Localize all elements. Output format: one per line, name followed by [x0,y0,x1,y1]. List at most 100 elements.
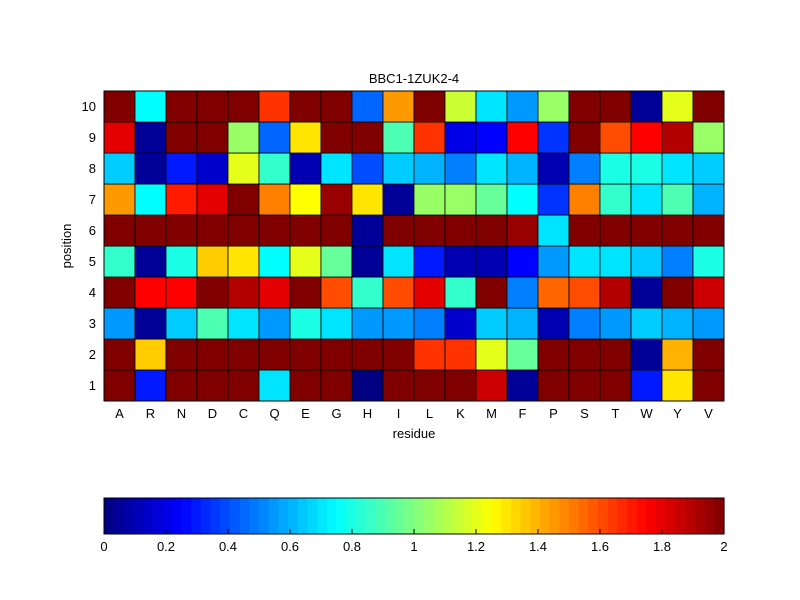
heatmap-cell-T-7 [599,183,632,216]
x-tick-label: K [456,406,465,421]
x-tick-label: M [486,406,497,421]
heatmap-cell-K-10 [444,90,477,123]
y-tick-label: 7 [89,192,96,207]
x-tick-label: D [208,406,217,421]
heatmap-cell-F-10 [506,90,539,123]
colorbar-tick-label: 0 [100,539,107,554]
heatmap-cell-Y-5 [661,245,694,278]
heatmap-cell-H-8 [351,152,384,185]
colorbar-swatch [559,498,570,534]
heatmap-cell-H-5 [351,245,384,278]
heatmap-cell-V-3 [692,307,725,340]
heatmap-cell-S-7 [568,183,601,216]
x-tick-label: H [363,406,372,421]
heatmap-cell-P-8 [537,152,570,185]
colorbar-tick-label: 0.2 [157,539,175,554]
heatmap-cell-C-3 [227,307,260,340]
colorbar-swatch [346,498,357,534]
heatmap-cell-L-7 [413,183,446,216]
colorbar-swatch [627,498,638,534]
heatmap-cell-Q-6 [258,214,291,247]
colorbar-swatch [617,498,628,534]
heatmap-cell-P-6 [537,214,570,247]
heatmap-cell-R-3 [134,307,167,340]
heatmap-cell-N-7 [165,183,198,216]
x-tick-label: G [331,406,341,421]
heatmap-cell-E-5 [289,245,322,278]
colorbar-swatch [171,498,183,534]
heatmap-cell-G-1 [320,369,353,402]
heatmap-cell-R-8 [134,152,167,185]
colorbar-swatch [249,498,260,534]
colorbar-swatch [520,498,531,534]
heatmap-cell-N-2 [165,338,198,371]
colorbar-swatch [200,498,212,534]
colorbar-tick-label: 1 [410,539,417,554]
heatmap-cell-R-1 [134,369,167,402]
colorbar-swatch [694,498,706,534]
heatmap-cell-F-7 [506,183,539,216]
heatmap-cell-F-1 [506,369,539,402]
heatmap-cell-C-8 [227,152,260,185]
colorbar-swatch [549,498,560,534]
heatmap-cell-R-5 [134,245,167,278]
heatmap-cell-D-3 [196,307,229,340]
heatmap-cell-I-3 [382,307,415,340]
heatmap-cell-V-4 [692,276,725,309]
heatmap-cell-M-7 [475,183,508,216]
heatmap-cell-Q-4 [258,276,291,309]
heatmap-cell-Y-1 [661,369,694,402]
heatmap-cell-Q-9 [258,121,291,154]
heatmap-cell-Q-5 [258,245,291,278]
colorbar-tick-label: 0.8 [343,539,361,554]
colorbar-swatch [588,498,599,534]
colorbar-swatch [510,498,522,534]
colorbar-swatch [307,498,318,534]
heatmap-cell-S-6 [568,214,601,247]
heatmap-cell-G-2 [320,338,353,371]
x-tick-label: S [580,406,589,421]
heatmap-cell-W-10 [630,90,663,123]
heatmap-cell-G-10 [320,90,353,123]
heatmap-cell-G-3 [320,307,353,340]
heatmap-cell-S-4 [568,276,601,309]
heatmap-cell-C-10 [227,90,260,123]
heatmap-cell-E-3 [289,307,322,340]
heatmap-cell-C-6 [227,214,260,247]
heatmap-cell-H-2 [351,338,384,371]
heatmap-cell-M-5 [475,245,508,278]
heatmap-cell-C-7 [227,183,260,216]
heatmap-cell-A-3 [103,307,136,340]
colorbar-swatch [355,498,367,534]
heatmap-cell-L-9 [413,121,446,154]
heatmap-cell-I-8 [382,152,415,185]
y-tick-label: 8 [89,161,96,176]
heatmap-cell-N-9 [165,121,198,154]
colorbar-swatch [598,498,609,534]
heatmap-cell-E-7 [289,183,322,216]
heatmap-cell-P-9 [537,121,570,154]
heatmap-cell-K-3 [444,307,477,340]
heatmap-cell-R-6 [134,214,167,247]
colorbar-swatch [578,498,589,534]
x-tick-label: A [115,406,124,421]
heatmap-cell-D-10 [196,90,229,123]
heatmap-cell-S-1 [568,369,601,402]
heatmap-cell-G-7 [320,183,353,216]
heatmap-cell-Q-2 [258,338,291,371]
colorbar-swatch [404,498,415,534]
colorbar-swatch [394,498,405,534]
heatmap-cell-L-6 [413,214,446,247]
x-tick-label: N [177,406,186,421]
heatmap-cell-P-7 [537,183,570,216]
heatmap-cell-T-10 [599,90,632,123]
heatmap-cell-M-3 [475,307,508,340]
colorbar-swatch [384,498,396,534]
colorbar-swatch [646,498,657,534]
heatmap-cell-M-8 [475,152,508,185]
x-tick-label: T [612,406,620,421]
heatmap-cell-I-1 [382,369,415,402]
heatmap-cell-V-6 [692,214,725,247]
heatmap-cell-M-9 [475,121,508,154]
heatmap-cell-D-1 [196,369,229,402]
